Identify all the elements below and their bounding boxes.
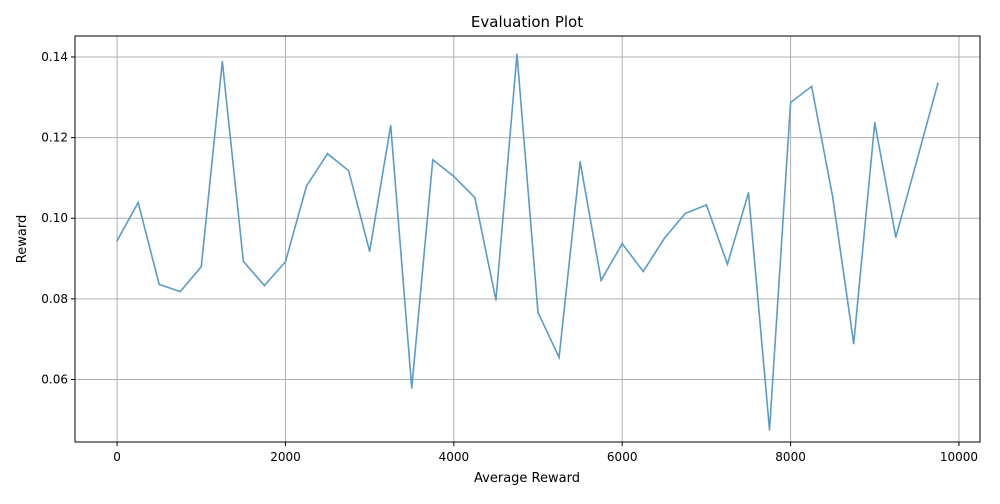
data-point bbox=[347, 169, 350, 172]
x-tick-label: 2000 bbox=[270, 450, 301, 464]
data-point bbox=[831, 196, 834, 198]
data-point bbox=[895, 236, 897, 238]
data-point bbox=[410, 387, 413, 389]
x-tick-label: 0 bbox=[113, 450, 121, 464]
data-point bbox=[873, 121, 876, 124]
data-point bbox=[179, 290, 182, 293]
data-point bbox=[200, 265, 203, 268]
y-tick-label: 0.06 bbox=[41, 373, 68, 387]
data-point bbox=[116, 240, 118, 242]
y-tick-label: 0.08 bbox=[41, 292, 68, 306]
y-axis-ticks: 0.06 0.08 0.10 0.12 0.14 bbox=[41, 50, 75, 387]
y-tick-label: 0.12 bbox=[41, 131, 68, 145]
data-point bbox=[137, 201, 139, 204]
data-point bbox=[474, 196, 476, 199]
data-point bbox=[726, 263, 729, 266]
data-point bbox=[600, 279, 602, 282]
data-point bbox=[242, 260, 245, 263]
y-tick-label: 0.10 bbox=[41, 211, 68, 225]
data-point bbox=[852, 342, 855, 345]
data-point bbox=[326, 152, 329, 155]
series-layer bbox=[116, 53, 939, 431]
data-point bbox=[221, 60, 224, 63]
data-point bbox=[558, 356, 560, 359]
data-point bbox=[916, 159, 918, 162]
x-tick-label: 6000 bbox=[607, 450, 638, 464]
data-point bbox=[789, 101, 792, 104]
x-axis-ticks: 0 2000 4000 6000 8000 10000 bbox=[113, 442, 978, 464]
data-point bbox=[368, 250, 371, 253]
data-point bbox=[810, 85, 813, 88]
data-point bbox=[453, 175, 455, 178]
x-tick-label: 4000 bbox=[439, 450, 470, 464]
data-point bbox=[621, 242, 624, 245]
data-point bbox=[305, 185, 308, 187]
data-point bbox=[663, 237, 666, 240]
data-point bbox=[642, 270, 645, 273]
data-point bbox=[537, 311, 539, 314]
data-point bbox=[684, 212, 687, 215]
data-point bbox=[579, 160, 581, 163]
plot-area-frame bbox=[74, 35, 981, 443]
data-point bbox=[937, 82, 939, 84]
series-line bbox=[116, 54, 939, 430]
x-tick-label: 10000 bbox=[940, 450, 978, 464]
data-point bbox=[389, 124, 392, 127]
data-point bbox=[431, 158, 434, 161]
data-point bbox=[263, 284, 266, 287]
y-axis-label: Reward bbox=[15, 215, 30, 263]
x-tick-label: 8000 bbox=[775, 450, 806, 464]
data-point bbox=[158, 283, 160, 286]
data-point bbox=[705, 204, 708, 206]
chart-title: Evaluation Plot bbox=[471, 13, 583, 31]
grid bbox=[75, 36, 980, 442]
data-point bbox=[747, 192, 750, 194]
y-tick-label: 0.14 bbox=[41, 50, 68, 64]
data-point bbox=[284, 260, 287, 263]
data-point bbox=[495, 299, 497, 301]
data-point bbox=[768, 429, 771, 431]
data-point bbox=[516, 53, 518, 55]
x-axis-label: Average Reward bbox=[474, 471, 580, 486]
